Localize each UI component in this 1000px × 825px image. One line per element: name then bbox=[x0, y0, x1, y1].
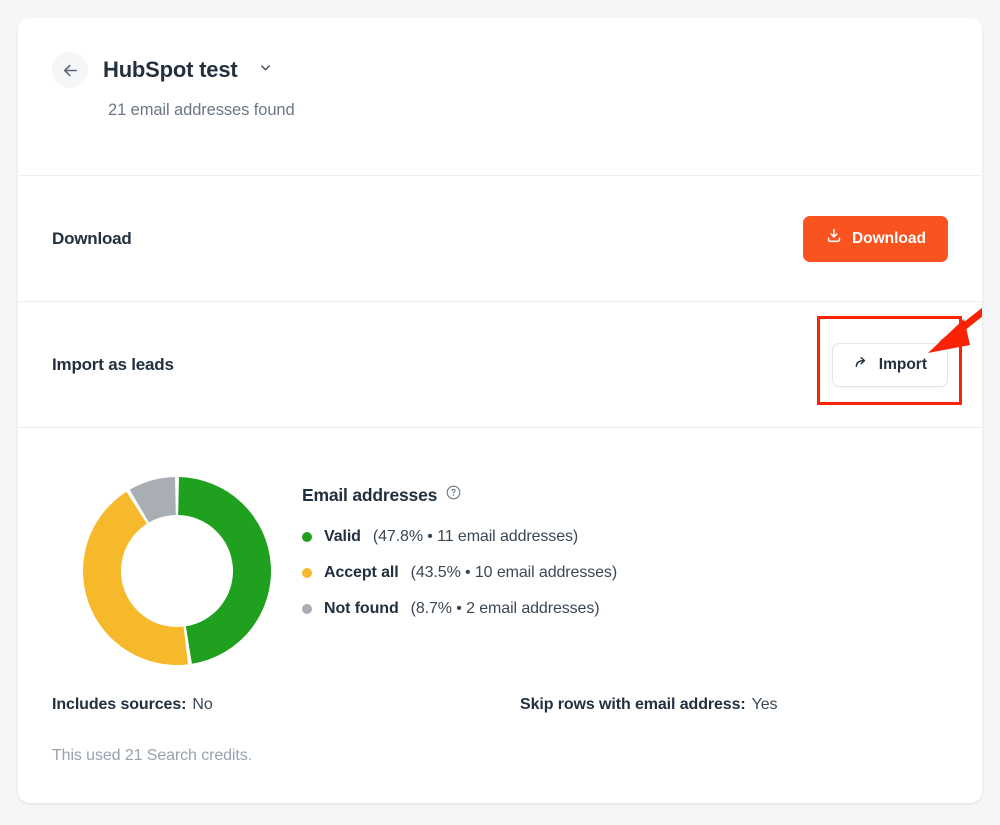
credits-text: This used 21 Search credits. bbox=[52, 747, 252, 764]
import-section: Import as leads Import bbox=[18, 302, 982, 428]
chevron-down-icon bbox=[258, 60, 273, 80]
page-title: HubSpot test bbox=[103, 57, 238, 82]
includes-sources-label: Includes sources: bbox=[52, 696, 187, 713]
legend-item: Accept all (43.5% • 10 email addresses) bbox=[302, 564, 948, 582]
download-button-label: Download bbox=[851, 229, 926, 247]
results-subtitle: 21 email addresses found bbox=[108, 101, 295, 119]
legend-color-dot bbox=[302, 568, 312, 578]
download-section-title: Download bbox=[52, 228, 132, 248]
arrow-export-icon bbox=[853, 354, 870, 376]
back-button[interactable] bbox=[52, 52, 88, 88]
legend-color-dot bbox=[302, 532, 312, 542]
title-dropdown-toggle[interactable] bbox=[254, 56, 277, 84]
skip-rows-label: Skip rows with email address: bbox=[520, 696, 746, 713]
skip-rows-value: Yes bbox=[751, 696, 778, 713]
donut-segment bbox=[178, 477, 271, 664]
question-circle-icon[interactable] bbox=[445, 484, 462, 506]
legend-item-label: Not found bbox=[324, 600, 399, 617]
legend-item-detail: (43.5% • 10 email addresses) bbox=[410, 564, 618, 581]
donut-chart bbox=[82, 477, 271, 665]
download-section: Download Download bbox=[18, 176, 982, 302]
includes-sources: Includes sources: No bbox=[52, 696, 520, 714]
result-card: HubSpot test 21 email addresses found Do… bbox=[18, 18, 982, 803]
legend-item-detail: (47.8% • 11 email addresses) bbox=[372, 528, 579, 545]
meta-row: Includes sources: No Skip rows with emai… bbox=[18, 674, 982, 714]
import-section-title: Import as leads bbox=[52, 354, 174, 374]
arrow-left-icon bbox=[61, 61, 80, 80]
legend-title: Email addresses bbox=[302, 484, 948, 506]
legend-item-label: Accept all bbox=[324, 564, 399, 581]
import-button-label: Import bbox=[878, 355, 927, 373]
legend-item-detail: (8.7% • 2 email addresses) bbox=[410, 600, 600, 617]
download-tray-icon bbox=[825, 227, 843, 250]
title-row: HubSpot test bbox=[52, 52, 948, 88]
legend-title-text: Email addresses bbox=[302, 484, 438, 505]
legend-item-label: Valid bbox=[324, 528, 361, 545]
includes-sources-value: No bbox=[192, 696, 213, 713]
legend-item: Valid (47.8% • 11 email addresses) bbox=[302, 528, 948, 546]
donut-segment bbox=[129, 477, 176, 523]
donut-segment bbox=[82, 491, 188, 665]
legend-color-dot bbox=[302, 604, 312, 614]
legend-list: Valid (47.8% • 11 email addresses) Accept … bbox=[302, 528, 948, 618]
stats-section: Email addresses Valid (47.8% • 11 email a… bbox=[18, 428, 982, 674]
skip-rows: Skip rows with email address: Yes bbox=[520, 696, 778, 714]
card-header: HubSpot test 21 email addresses found bbox=[18, 18, 982, 176]
download-button[interactable]: Download bbox=[802, 215, 948, 262]
import-button[interactable]: Import bbox=[831, 342, 948, 387]
legend: Email addresses Valid (47.8% • 11 email a… bbox=[302, 464, 948, 618]
legend-item: Not found (8.7% • 2 email addresses) bbox=[302, 600, 948, 618]
donut-chart-wrap bbox=[52, 464, 302, 674]
